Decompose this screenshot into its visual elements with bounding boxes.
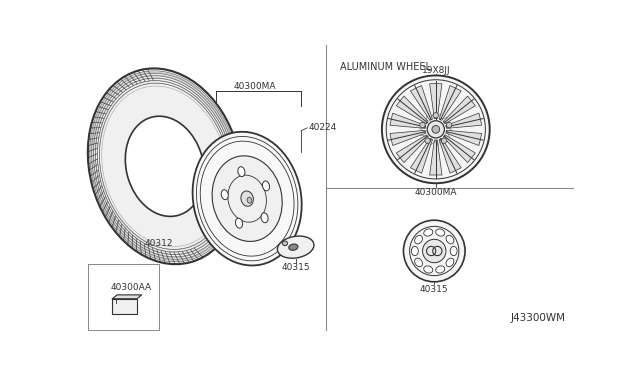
Polygon shape bbox=[390, 130, 426, 145]
Ellipse shape bbox=[282, 241, 287, 246]
Polygon shape bbox=[113, 295, 141, 299]
Ellipse shape bbox=[221, 190, 228, 200]
Circle shape bbox=[422, 239, 446, 263]
Ellipse shape bbox=[436, 229, 445, 236]
Polygon shape bbox=[390, 113, 426, 128]
Ellipse shape bbox=[277, 236, 314, 258]
Ellipse shape bbox=[412, 246, 419, 256]
Ellipse shape bbox=[241, 191, 253, 206]
Ellipse shape bbox=[450, 246, 457, 256]
Polygon shape bbox=[446, 130, 482, 145]
Text: J43300WM: J43300WM bbox=[510, 313, 565, 323]
Circle shape bbox=[432, 125, 440, 133]
Circle shape bbox=[442, 138, 447, 143]
Ellipse shape bbox=[212, 156, 282, 241]
Circle shape bbox=[425, 138, 430, 143]
Ellipse shape bbox=[415, 235, 422, 244]
Polygon shape bbox=[429, 84, 442, 119]
Polygon shape bbox=[429, 140, 442, 175]
Circle shape bbox=[433, 113, 438, 118]
Polygon shape bbox=[439, 138, 461, 173]
Ellipse shape bbox=[446, 235, 454, 244]
Circle shape bbox=[427, 121, 444, 138]
Text: 19X8JJ: 19X8JJ bbox=[422, 65, 450, 74]
Polygon shape bbox=[396, 96, 428, 124]
Polygon shape bbox=[444, 96, 476, 124]
Ellipse shape bbox=[193, 132, 301, 266]
Ellipse shape bbox=[125, 116, 204, 217]
Ellipse shape bbox=[261, 213, 268, 223]
Polygon shape bbox=[444, 135, 476, 163]
Polygon shape bbox=[410, 86, 433, 121]
Polygon shape bbox=[396, 135, 428, 163]
Circle shape bbox=[403, 220, 465, 282]
Text: 40312: 40312 bbox=[145, 239, 173, 248]
Ellipse shape bbox=[247, 197, 252, 203]
Ellipse shape bbox=[88, 68, 242, 264]
Ellipse shape bbox=[424, 229, 433, 236]
Text: 40300MA: 40300MA bbox=[415, 188, 457, 197]
Polygon shape bbox=[446, 113, 482, 128]
Text: ALUMINUM WHEEL: ALUMINUM WHEEL bbox=[340, 62, 431, 71]
Ellipse shape bbox=[236, 218, 243, 228]
Bar bbox=[113, 299, 137, 314]
Circle shape bbox=[420, 122, 425, 128]
Ellipse shape bbox=[262, 181, 269, 191]
Ellipse shape bbox=[238, 167, 245, 177]
Ellipse shape bbox=[436, 266, 445, 273]
Text: 40224: 40224 bbox=[308, 123, 337, 132]
Polygon shape bbox=[439, 86, 461, 121]
Polygon shape bbox=[410, 138, 433, 173]
Ellipse shape bbox=[415, 258, 422, 267]
Ellipse shape bbox=[446, 258, 454, 267]
Text: 40315: 40315 bbox=[282, 263, 310, 272]
Ellipse shape bbox=[424, 266, 433, 273]
Ellipse shape bbox=[289, 244, 298, 250]
Text: 40300AA: 40300AA bbox=[111, 283, 152, 292]
Circle shape bbox=[447, 122, 452, 128]
Text: 40315: 40315 bbox=[420, 285, 449, 294]
Text: 40300MA: 40300MA bbox=[234, 83, 276, 92]
Circle shape bbox=[382, 76, 490, 183]
